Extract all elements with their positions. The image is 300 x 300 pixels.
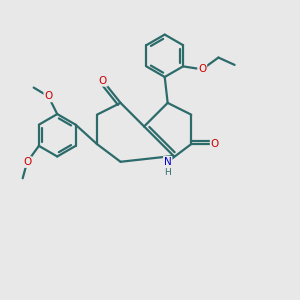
Text: O: O — [211, 139, 219, 149]
Text: O: O — [99, 76, 107, 86]
Text: H: H — [164, 168, 171, 177]
Text: O: O — [23, 157, 31, 167]
Text: O: O — [44, 92, 52, 101]
Text: O: O — [198, 64, 206, 74]
Text: N: N — [164, 157, 172, 167]
